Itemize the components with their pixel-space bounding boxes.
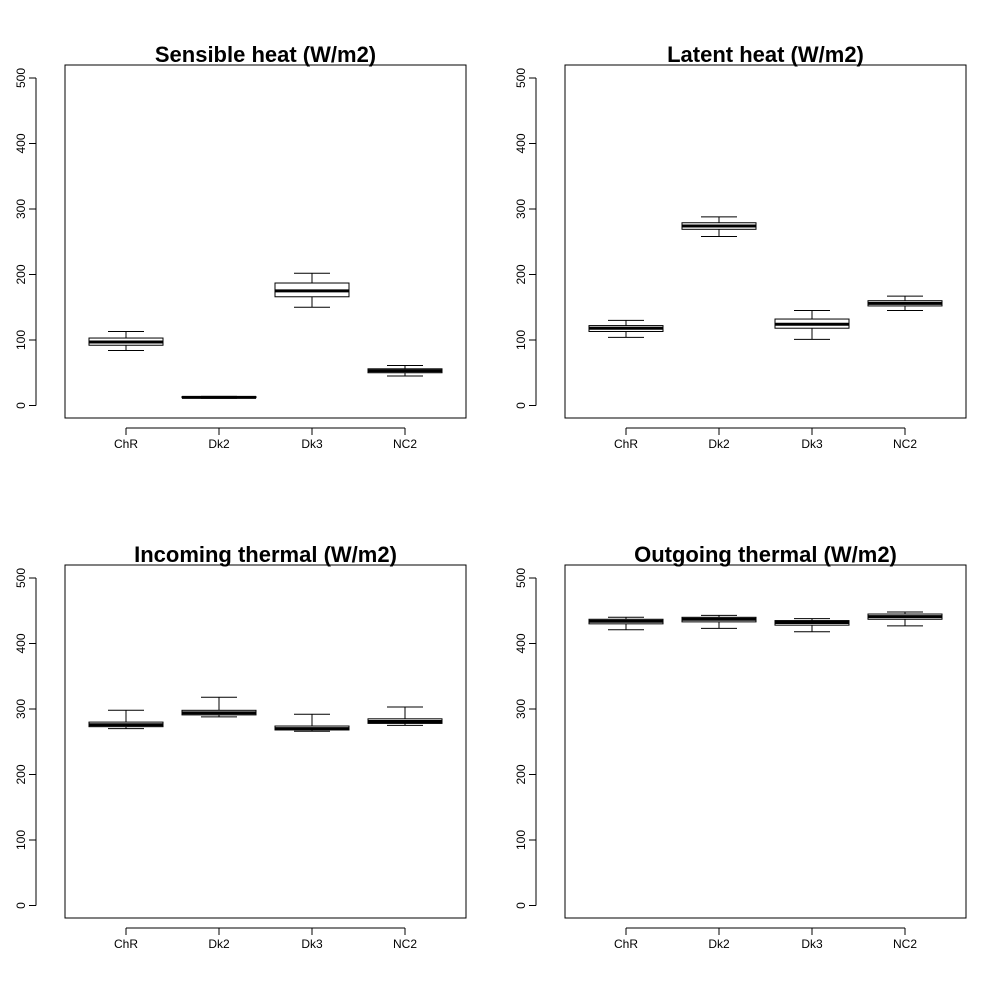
- outgoing-thermal-title: Outgoing thermal (W/m2): [634, 542, 897, 567]
- latent-heat-box-Dk2: [681, 216, 757, 238]
- incoming-thermal-y-tick-label-0: 0: [14, 902, 28, 909]
- sensible-heat-y-tick-label-100: 100: [14, 330, 28, 350]
- outgoing-thermal-y-tick-label-100: 100: [514, 830, 528, 850]
- sensible-heat-y-tick-label-300: 300: [14, 199, 28, 219]
- outgoing-thermal-box-Dk3: [774, 618, 850, 633]
- latent-heat-y-tick-label-100: 100: [514, 330, 528, 350]
- outgoing-thermal-x-tick-label-NC2: NC2: [893, 937, 917, 951]
- outgoing-thermal-x-tick-label-Dk3: Dk3: [801, 937, 823, 951]
- sensible-heat-y-tick-label-400: 400: [14, 133, 28, 153]
- incoming-thermal-plot-frame: [64, 564, 467, 919]
- latent-heat-x-tick-label-Dk2: Dk2: [708, 437, 730, 451]
- latent-heat-y-tick-label-400: 400: [514, 133, 528, 153]
- sensible-heat-title: Sensible heat (W/m2): [155, 42, 376, 67]
- incoming-thermal-x-tick-label-Dk3: Dk3: [301, 937, 323, 951]
- outgoing-thermal-box-Dk2: [681, 614, 757, 629]
- sensible-heat-x-tick-label-Dk3: Dk3: [301, 437, 323, 451]
- sensible-heat-panel: Sensible heat (W/m2) 0 100 200 300 400 500 ChR D…: [14, 42, 467, 451]
- incoming-thermal-x-tick-label-Dk2: Dk2: [208, 937, 230, 951]
- latent-heat-x-tick-label-Dk3: Dk3: [801, 437, 823, 451]
- incoming-thermal-title: Incoming thermal (W/m2): [134, 542, 397, 567]
- latent-heat-box-NC2: [867, 295, 943, 312]
- latent-heat-y-tick-label-500: 500: [514, 68, 528, 88]
- sensible-heat-x-tick-label-ChR: ChR: [114, 437, 138, 451]
- outgoing-thermal-box-ChR: [588, 616, 664, 631]
- sensible-heat-box-Dk2: [181, 395, 257, 399]
- sensible-heat-box-NC2: [367, 365, 443, 377]
- outgoing-thermal-y-tick-label-400: 400: [514, 633, 528, 653]
- latent-heat-y-tick-label-0: 0: [514, 402, 528, 409]
- outgoing-thermal-panel: Outgoing thermal (W/m2) 0 100 200 300 400 500 C…: [514, 542, 967, 951]
- sensible-heat-y-tick-label-500: 500: [14, 68, 28, 88]
- incoming-thermal-box-Dk2: [181, 696, 257, 718]
- incoming-thermal-y-tick-label-300: 300: [14, 699, 28, 719]
- incoming-thermal-box-NC2: [367, 706, 443, 726]
- sensible-heat-box-Dk3: [274, 272, 350, 308]
- incoming-thermal-panel: Incoming thermal (W/m2) 0 100 200 300 400 500 C…: [14, 542, 467, 951]
- sensible-heat-y-tick-label-200: 200: [14, 264, 28, 284]
- latent-heat-y-tick-label-200: 200: [514, 264, 528, 284]
- outgoing-thermal-box-NC2: [867, 611, 943, 627]
- latent-heat-x-tick-label-NC2: NC2: [893, 437, 917, 451]
- outgoing-thermal-y-tick-label-500: 500: [514, 568, 528, 588]
- sensible-heat-y-tick-label-0: 0: [14, 402, 28, 409]
- incoming-thermal-y-tick-label-200: 200: [14, 764, 28, 784]
- incoming-thermal-y-tick-label-500: 500: [14, 568, 28, 588]
- latent-heat-x-tick-label-ChR: ChR: [614, 437, 638, 451]
- incoming-thermal-y-tick-label-400: 400: [14, 633, 28, 653]
- sensible-heat-plot-frame: [64, 64, 467, 419]
- sensible-heat-x-tick-label-Dk2: Dk2: [208, 437, 230, 451]
- outgoing-thermal-x-tick-label-ChR: ChR: [614, 937, 638, 951]
- outgoing-thermal-y-tick-label-300: 300: [514, 699, 528, 719]
- latent-heat-box-Dk3: [774, 310, 850, 340]
- incoming-thermal-x-tick-label-NC2: NC2: [393, 937, 417, 951]
- incoming-thermal-box-ChR: [88, 709, 164, 730]
- sensible-heat-x-tick-label-NC2: NC2: [393, 437, 417, 451]
- sensible-heat-box-ChR: [88, 330, 164, 351]
- outgoing-thermal-plot-frame: [564, 564, 967, 919]
- latent-heat-title: Latent heat (W/m2): [667, 42, 864, 67]
- incoming-thermal-x-tick-label-ChR: ChR: [114, 937, 138, 951]
- outgoing-thermal-y-tick-label-200: 200: [514, 764, 528, 784]
- incoming-thermal-y-tick-label-100: 100: [14, 830, 28, 850]
- incoming-thermal-box-Dk3: [274, 713, 350, 732]
- latent-heat-y-tick-label-300: 300: [514, 199, 528, 219]
- latent-heat-box-ChR: [588, 319, 664, 338]
- outgoing-thermal-x-tick-label-Dk2: Dk2: [708, 937, 730, 951]
- outgoing-thermal-y-tick-label-0: 0: [514, 902, 528, 909]
- latent-heat-plot-frame: [564, 64, 967, 419]
- latent-heat-panel: Latent heat (W/m2) 0 100 200 300 400 500 ChR Dk2…: [514, 42, 967, 451]
